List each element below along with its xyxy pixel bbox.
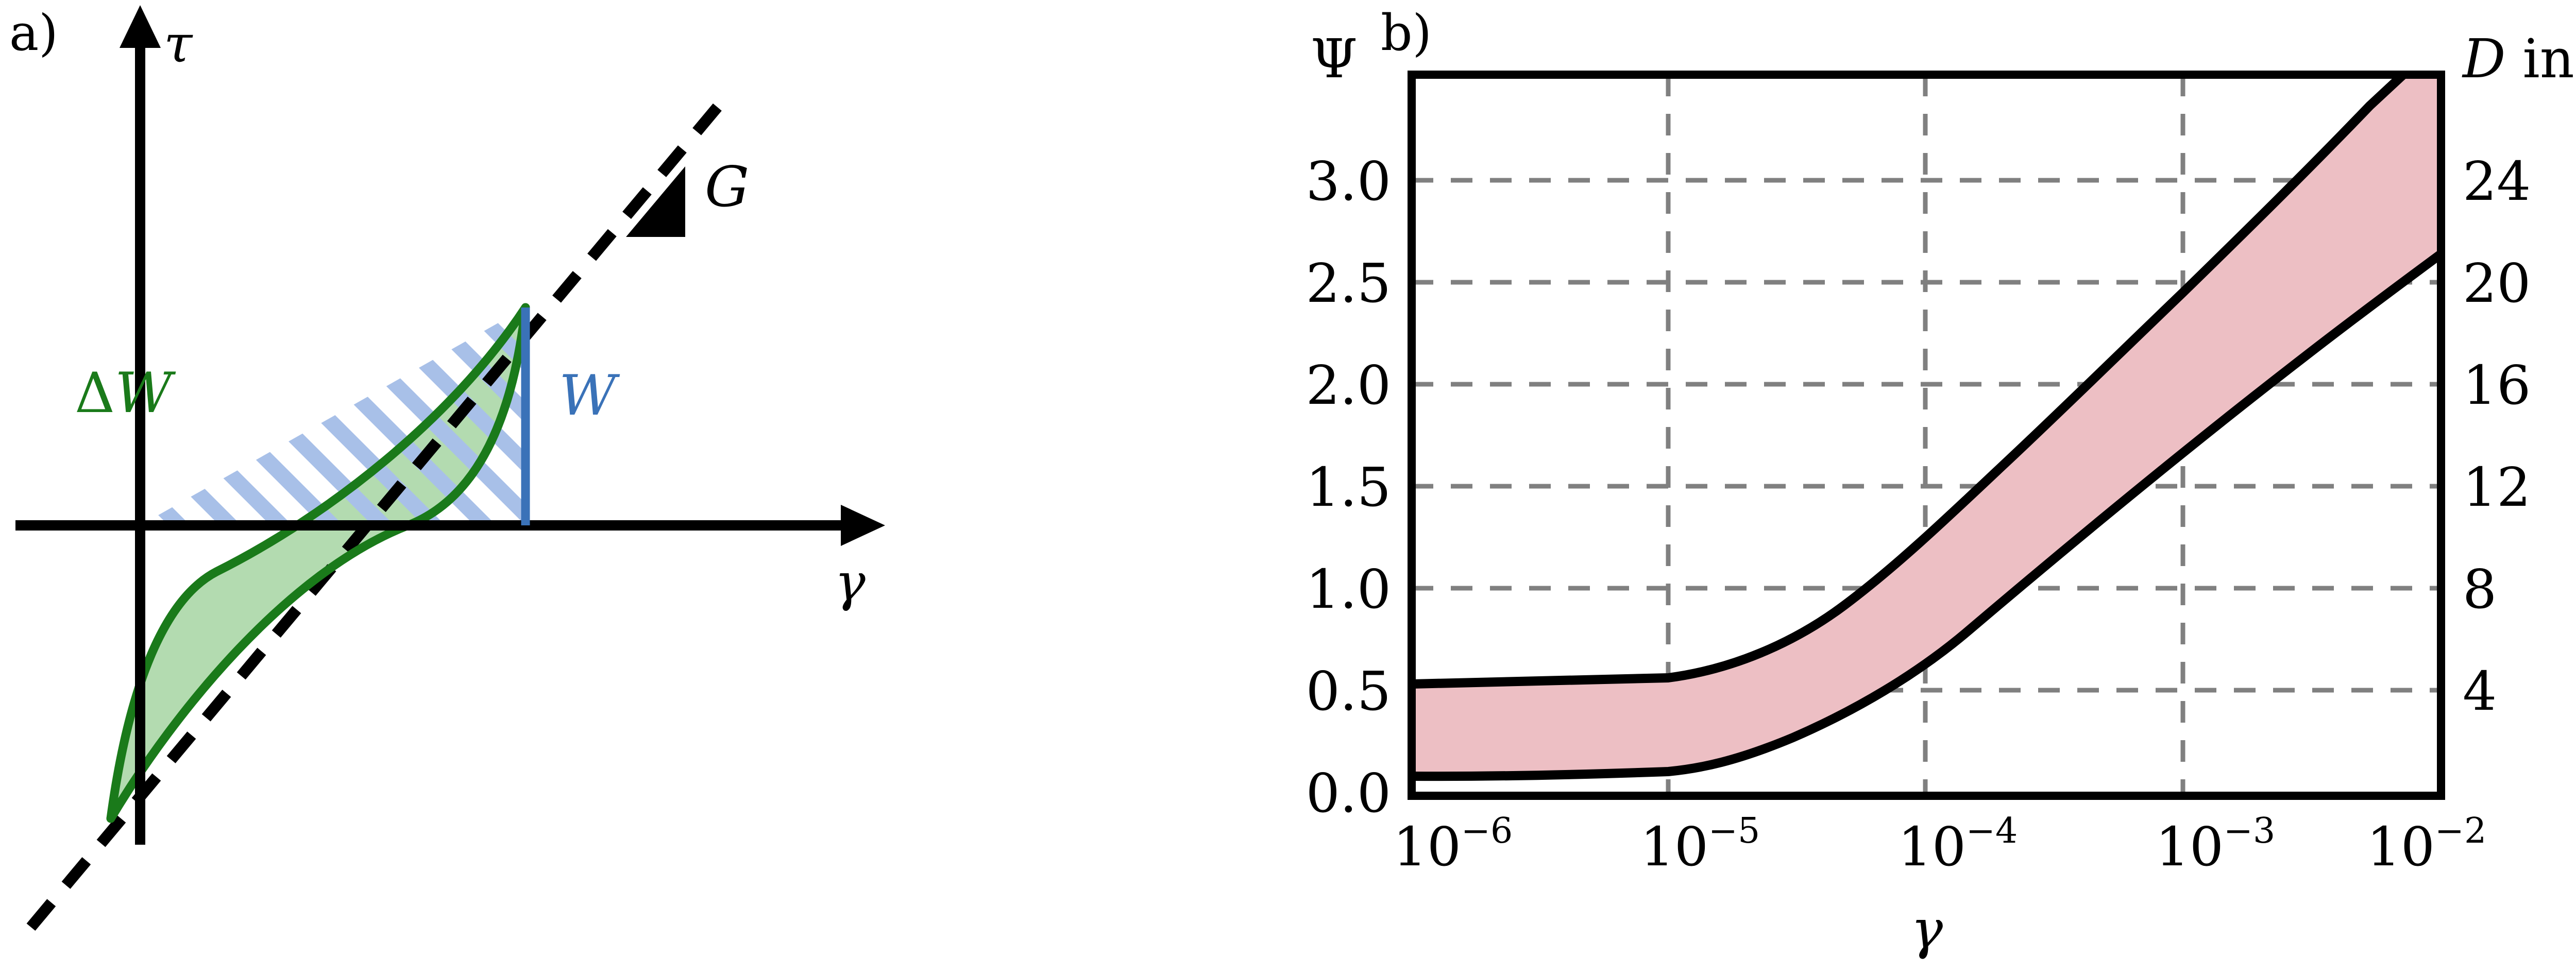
plot-frame — [1408, 71, 2445, 800]
delta-w-label: ΔW — [75, 361, 176, 425]
panel-b-plot: Ψ 3.0 2.5 2.0 1.5 1.0 0.5 0.0 D in % 24 … — [1306, 27, 2576, 961]
panel-a: a) — [0, 0, 1123, 974]
panel-a-y-axis-label: τ — [164, 14, 193, 74]
x-axis-arrow-icon — [841, 505, 885, 546]
svg-text:10−3: 10−3 — [2156, 811, 2276, 878]
w-label: W — [559, 364, 620, 428]
svg-text:2.0: 2.0 — [1306, 354, 1391, 417]
panel-b-y-axis-label: Ψ — [1311, 27, 1358, 90]
y-tick-labels: 3.0 2.5 2.0 1.5 1.0 0.5 0.0 — [1306, 150, 1391, 825]
svg-text:10−5: 10−5 — [1640, 811, 1760, 878]
y2-tick-labels: 24 20 16 12 8 4 — [2463, 150, 2531, 723]
svg-text:20: 20 — [2463, 252, 2531, 315]
svg-text:1.0: 1.0 — [1306, 558, 1391, 621]
svg-text:8: 8 — [2463, 558, 2497, 621]
svg-text:16: 16 — [2463, 354, 2531, 417]
panel-a-label: a) — [9, 4, 58, 62]
svg-text:12: 12 — [2463, 456, 2531, 519]
upper-bound-curve — [1412, 75, 2410, 689]
svg-text:4: 4 — [2463, 660, 2497, 723]
panel-a-plot: τ γ ΔW W G — [15, 5, 885, 931]
svg-text:3.0: 3.0 — [1306, 150, 1391, 213]
lower-bound-curve — [1412, 249, 2441, 781]
panel-a-x-axis-label: γ — [835, 552, 866, 612]
svg-text:1.5: 1.5 — [1306, 456, 1391, 519]
x-tick-labels: 10−6 10−5 10−4 10−3 10−2 — [1393, 811, 2487, 878]
y-axis-arrow-icon — [120, 5, 161, 48]
panel-b: b) — [1123, 0, 2576, 974]
panel-b-x-axis-label: γ — [1911, 898, 1943, 961]
slope-triangle-g — [626, 166, 685, 237]
svg-text:10−2: 10−2 — [2367, 811, 2487, 878]
svg-text:24: 24 — [2463, 150, 2531, 213]
svg-text:10−4: 10−4 — [1898, 811, 2018, 878]
secant-modulus-line — [26, 86, 736, 931]
g-label: G — [705, 155, 749, 219]
stored-energy-hatch — [140, 307, 526, 525]
panel-b-y2-axis-label: D in % — [2462, 27, 2576, 90]
svg-text:0.5: 0.5 — [1306, 660, 1391, 723]
panel-b-label: b) — [1381, 4, 1432, 62]
svg-text:0.0: 0.0 — [1306, 762, 1391, 825]
svg-text:10−6: 10−6 — [1393, 811, 1513, 878]
svg-text:2.5: 2.5 — [1306, 252, 1391, 315]
hysteresis-loop-upper — [106, 303, 530, 823]
